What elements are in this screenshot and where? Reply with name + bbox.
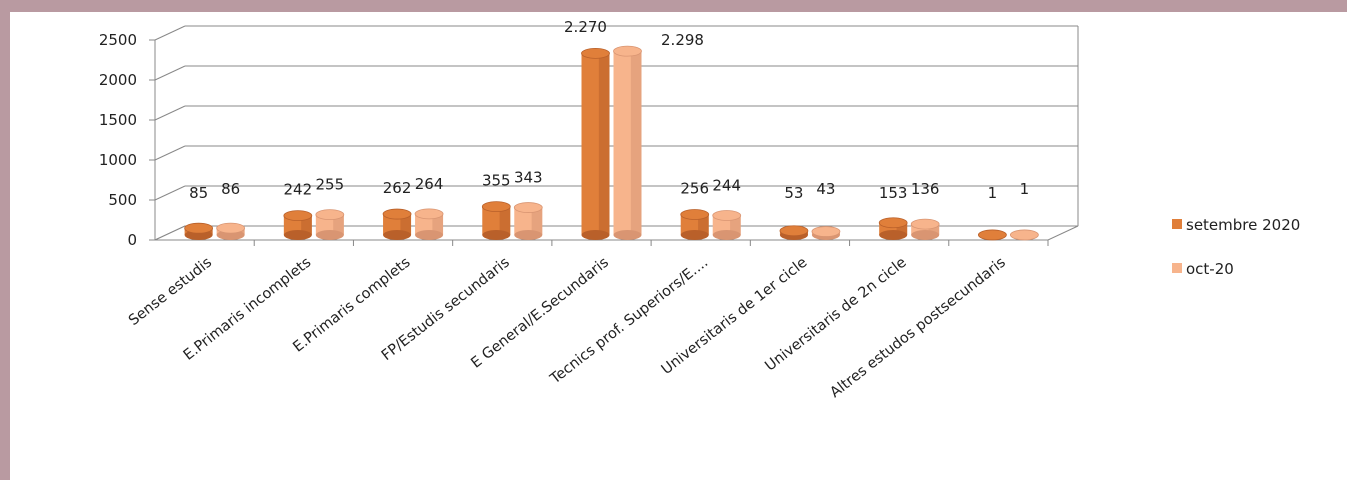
data-label-setembre-2020: 85 [189,184,208,202]
y-tick-label: 1500 [99,111,137,129]
data-label-setembre-2020: 262 [383,179,412,197]
bar-setembre-2020-cap [184,222,214,234]
bar-setembre-2020-cap [283,210,313,222]
bar-setembre-2020-cap [680,209,710,220]
legend-swatch-setembre-2020 [1172,219,1182,229]
y-tick-label: 2500 [99,31,137,49]
bar-oct-20-shade [333,214,344,235]
bar-oct-20-shade [432,213,444,235]
bar-oct-20-cap [414,208,444,220]
bar-oct-20-shade [630,51,642,235]
data-label-oct-20: 136 [911,180,940,198]
gridline-diagonal [154,25,186,41]
bar-oct-20 [911,224,940,235]
bar-oct-20-base [315,230,344,240]
y-tick-label: 500 [108,191,137,209]
bar-chart-3d: 0 500 1000 1500 2000 2500 85 86 Sense estudis 242… [99,18,1300,402]
data-label-setembre-2020: 153 [879,184,908,202]
data-label-oct-20: 1 [1020,180,1030,198]
y-tick-label: 0 [127,231,137,249]
bar-oct-20-base [415,230,444,240]
data-label-oct-20: 244 [712,176,741,194]
bar-oct-20-base [712,230,741,240]
bar-setembre-2020-base [283,230,312,240]
bar-oct-20-cap [613,45,642,57]
chart-frame: 0 500 1000 1500 2000 2500 85 86 Sense estudis 242… [10,12,1347,480]
bar-setembre-2020-base [482,230,511,240]
bar-setembre-2020-shade [499,206,511,235]
y-tick-label: 2000 [99,71,137,89]
bar-setembre-2020-shade [400,214,412,235]
data-label-oct-20: 43 [816,180,835,198]
bar-oct-20-cap [910,218,940,230]
data-label-setembre-2020: 355 [482,172,511,190]
data-label-setembre-2020: 53 [784,184,803,202]
bar-setembre-2020-base [680,230,709,240]
data-label-oct-20: 264 [415,175,444,193]
data-label-setembre-2020: 2.270 [564,18,607,36]
legend-swatch-oct-20 [1172,263,1182,273]
bar-setembre-2020-cap [779,225,809,237]
bar-setembre-2020-base [581,230,610,240]
bar-setembre-2020-cap [481,201,511,213]
bar-oct-20-base [911,230,940,240]
bar-oct-20-cap [1009,229,1039,241]
bar-oct-20-cap [811,226,841,237]
x-category-label: Sense estudis [126,255,215,330]
x-category-label: Tecnics prof. Superiors/E.... [547,255,711,388]
data-label-oct-20: 2.298 [661,31,704,49]
data-label-oct-20: 86 [221,180,240,198]
x-category-label: Altres estudos postsecundaris [827,255,1008,402]
gridline-diagonal [154,105,186,121]
bar-setembre-2020-shade [896,222,908,235]
y-tick-label: 1000 [99,151,137,169]
bar-oct-20-cap [712,210,742,221]
bar-oct-20-cap [216,222,246,234]
bar-setembre-2020-shade [301,215,312,235]
legend-label-setembre-2020: setembre 2020 [1186,216,1300,234]
bar-setembre-2020-shade [598,53,610,236]
gridline-diagonal [154,65,186,81]
bar-setembre-2020-cap [878,217,908,229]
bar-setembre-2020-cap [581,48,610,59]
bar-setembre-2020-base [879,230,908,240]
bar-oct-20-cap [315,209,345,221]
bar-oct-20-cap [513,202,543,213]
bar-oct-20-shade [531,207,543,235]
bar-setembre-2020-cap [977,229,1007,241]
bar-oct-20-shade [730,215,741,235]
bar-oct-20-base [514,230,543,240]
bar-setembre-2020-cap [382,208,412,220]
gridline-diagonal [154,185,186,201]
bar-setembre-2020-shade [698,214,709,235]
bar-oct-20-shade [928,224,940,235]
data-label-setembre-2020: 242 [284,181,313,199]
data-label-setembre-2020: 1 [988,184,998,202]
data-label-oct-20: 343 [514,169,543,187]
bar-setembre-2020-base [383,230,412,240]
bar-oct-20-base [613,230,642,240]
data-label-setembre-2020: 256 [680,180,709,198]
data-label-oct-20: 255 [316,176,345,194]
gridline-diagonal [154,145,186,161]
legend-label-oct-20: oct-20 [1186,260,1234,278]
